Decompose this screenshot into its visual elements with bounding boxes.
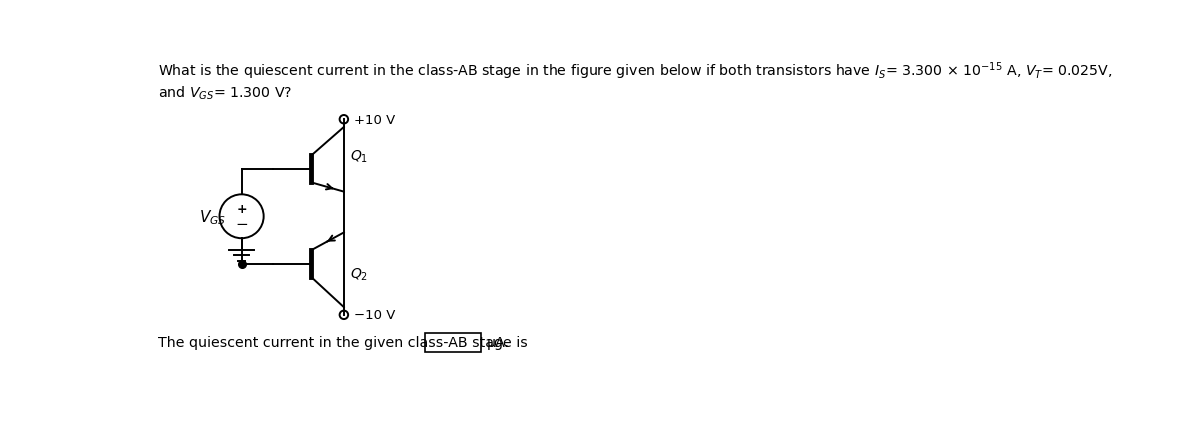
Text: −: − [235, 217, 247, 232]
Text: $\mathit{Q}_1$: $\mathit{Q}_1$ [349, 148, 369, 164]
FancyBboxPatch shape [425, 333, 482, 352]
Text: $\mathit{Q}_2$: $\mathit{Q}_2$ [349, 266, 369, 282]
Text: −10 V: −10 V [354, 309, 395, 322]
Text: What is the quiescent current in the class-AB stage in the figure given below if: What is the quiescent current in the cla… [157, 60, 1112, 82]
Text: The quiescent current in the given class-AB stage is: The quiescent current in the given class… [157, 335, 527, 349]
Text: μA.: μA. [486, 335, 509, 349]
Text: $V_{GS}$: $V_{GS}$ [198, 207, 226, 226]
Text: +10 V: +10 V [354, 114, 395, 126]
Text: and $V_{GS}$= 1.300 V?: and $V_{GS}$= 1.300 V? [157, 85, 292, 102]
Text: +: + [237, 203, 247, 215]
